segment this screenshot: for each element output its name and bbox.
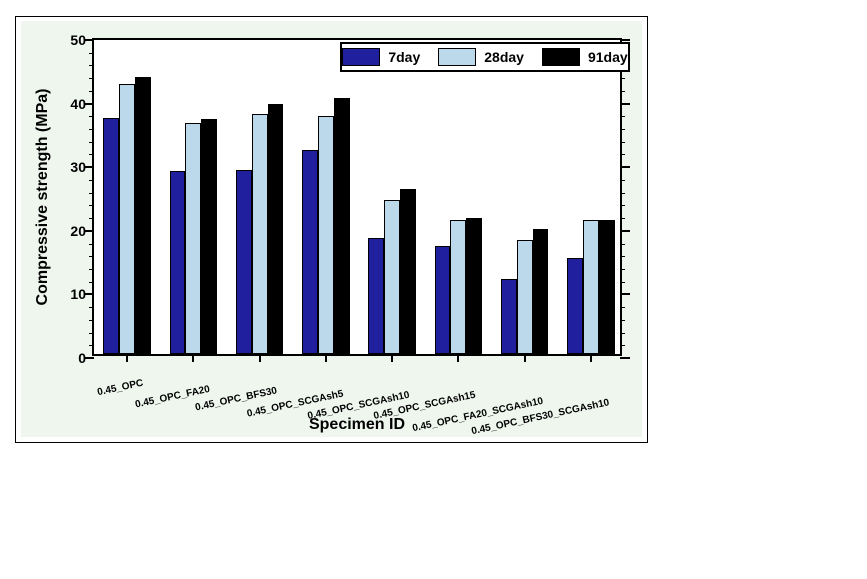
y-minor-tick (620, 129, 625, 130)
x-tick-mark (192, 354, 194, 362)
y-minor-tick (89, 345, 94, 346)
bar (252, 114, 268, 354)
y-tick-mark (620, 357, 630, 359)
y-minor-tick (89, 320, 94, 321)
y-minor-tick (89, 218, 94, 219)
x-tick-mark (126, 354, 128, 362)
bar (185, 123, 201, 355)
stage: 010203040500.45_OPC0.45_OPC_FA200.45_OPC… (0, 0, 867, 579)
y-tick-mark (620, 39, 630, 41)
y-minor-tick (620, 333, 625, 334)
bar (567, 258, 583, 354)
y-minor-tick (89, 244, 94, 245)
legend-label: 91day (588, 49, 628, 65)
legend-swatch (342, 48, 380, 66)
y-tick-mark (84, 166, 94, 168)
bar (466, 218, 482, 354)
bar (268, 104, 284, 354)
legend-item: 91day (542, 48, 628, 66)
y-minor-tick (89, 333, 94, 334)
bar (302, 150, 318, 354)
y-minor-tick (620, 142, 625, 143)
y-minor-tick (620, 78, 625, 79)
y-minor-tick (89, 142, 94, 143)
bar (533, 229, 549, 354)
bar (368, 238, 384, 354)
y-minor-tick (620, 269, 625, 270)
y-minor-tick (620, 282, 625, 283)
x-tick-mark (590, 354, 592, 362)
y-tick-mark (84, 230, 94, 232)
y-minor-tick (89, 53, 94, 54)
y-tick-mark (84, 293, 94, 295)
bar (103, 118, 119, 354)
y-minor-tick (620, 116, 625, 117)
plot-area: 010203040500.45_OPC0.45_OPC_FA200.45_OPC… (92, 38, 622, 356)
y-minor-tick (89, 269, 94, 270)
y-tick-mark (84, 103, 94, 105)
y-minor-tick (620, 218, 625, 219)
y-minor-tick (620, 193, 625, 194)
y-tick-mark (620, 230, 630, 232)
y-minor-tick (620, 345, 625, 346)
bar (501, 279, 517, 354)
bar (119, 84, 135, 354)
x-tick-mark (524, 354, 526, 362)
bar (334, 98, 350, 354)
y-minor-tick (89, 78, 94, 79)
y-tick-mark (84, 357, 94, 359)
legend-swatch (542, 48, 580, 66)
y-tick-mark (620, 103, 630, 105)
bar (450, 220, 466, 354)
y-minor-tick (620, 205, 625, 206)
bar (318, 116, 334, 355)
bar (384, 200, 400, 354)
y-minor-tick (620, 256, 625, 257)
y-minor-tick (89, 180, 94, 181)
y-minor-tick (89, 91, 94, 92)
bar (435, 246, 451, 354)
y-minor-tick (89, 129, 94, 130)
legend-label: 7day (388, 49, 420, 65)
y-minor-tick (620, 244, 625, 245)
legend-box: 7day 28day 91day (340, 42, 630, 72)
x-tick-mark (325, 354, 327, 362)
legend-item: 28day (438, 48, 524, 66)
bar (517, 240, 533, 354)
bar (170, 171, 186, 354)
legend-label: 28day (484, 49, 524, 65)
bar (400, 189, 416, 354)
y-tick-mark (84, 39, 94, 41)
bar (583, 220, 599, 354)
y-minor-tick (620, 320, 625, 321)
x-tick-mark (259, 354, 261, 362)
y-minor-tick (89, 116, 94, 117)
y-minor-tick (89, 256, 94, 257)
y-minor-tick (620, 91, 625, 92)
bar (236, 170, 252, 354)
legend-swatch (438, 48, 476, 66)
y-tick-mark (620, 293, 630, 295)
y-minor-tick (620, 180, 625, 181)
bar (201, 119, 217, 354)
y-minor-tick (620, 154, 625, 155)
y-minor-tick (89, 193, 94, 194)
bar (135, 77, 151, 354)
y-minor-tick (89, 282, 94, 283)
y-tick-mark (620, 166, 630, 168)
y-minor-tick (89, 65, 94, 66)
bar (599, 220, 615, 354)
x-tick-mark (391, 354, 393, 362)
y-minor-tick (620, 307, 625, 308)
x-axis-title: Specimen ID (309, 416, 405, 434)
y-minor-tick (89, 307, 94, 308)
y-minor-tick (89, 154, 94, 155)
y-axis-title: Compressive strength (MPa) (34, 89, 52, 306)
x-tick-mark (457, 354, 459, 362)
y-minor-tick (89, 205, 94, 206)
legend-item: 7day (342, 48, 420, 66)
